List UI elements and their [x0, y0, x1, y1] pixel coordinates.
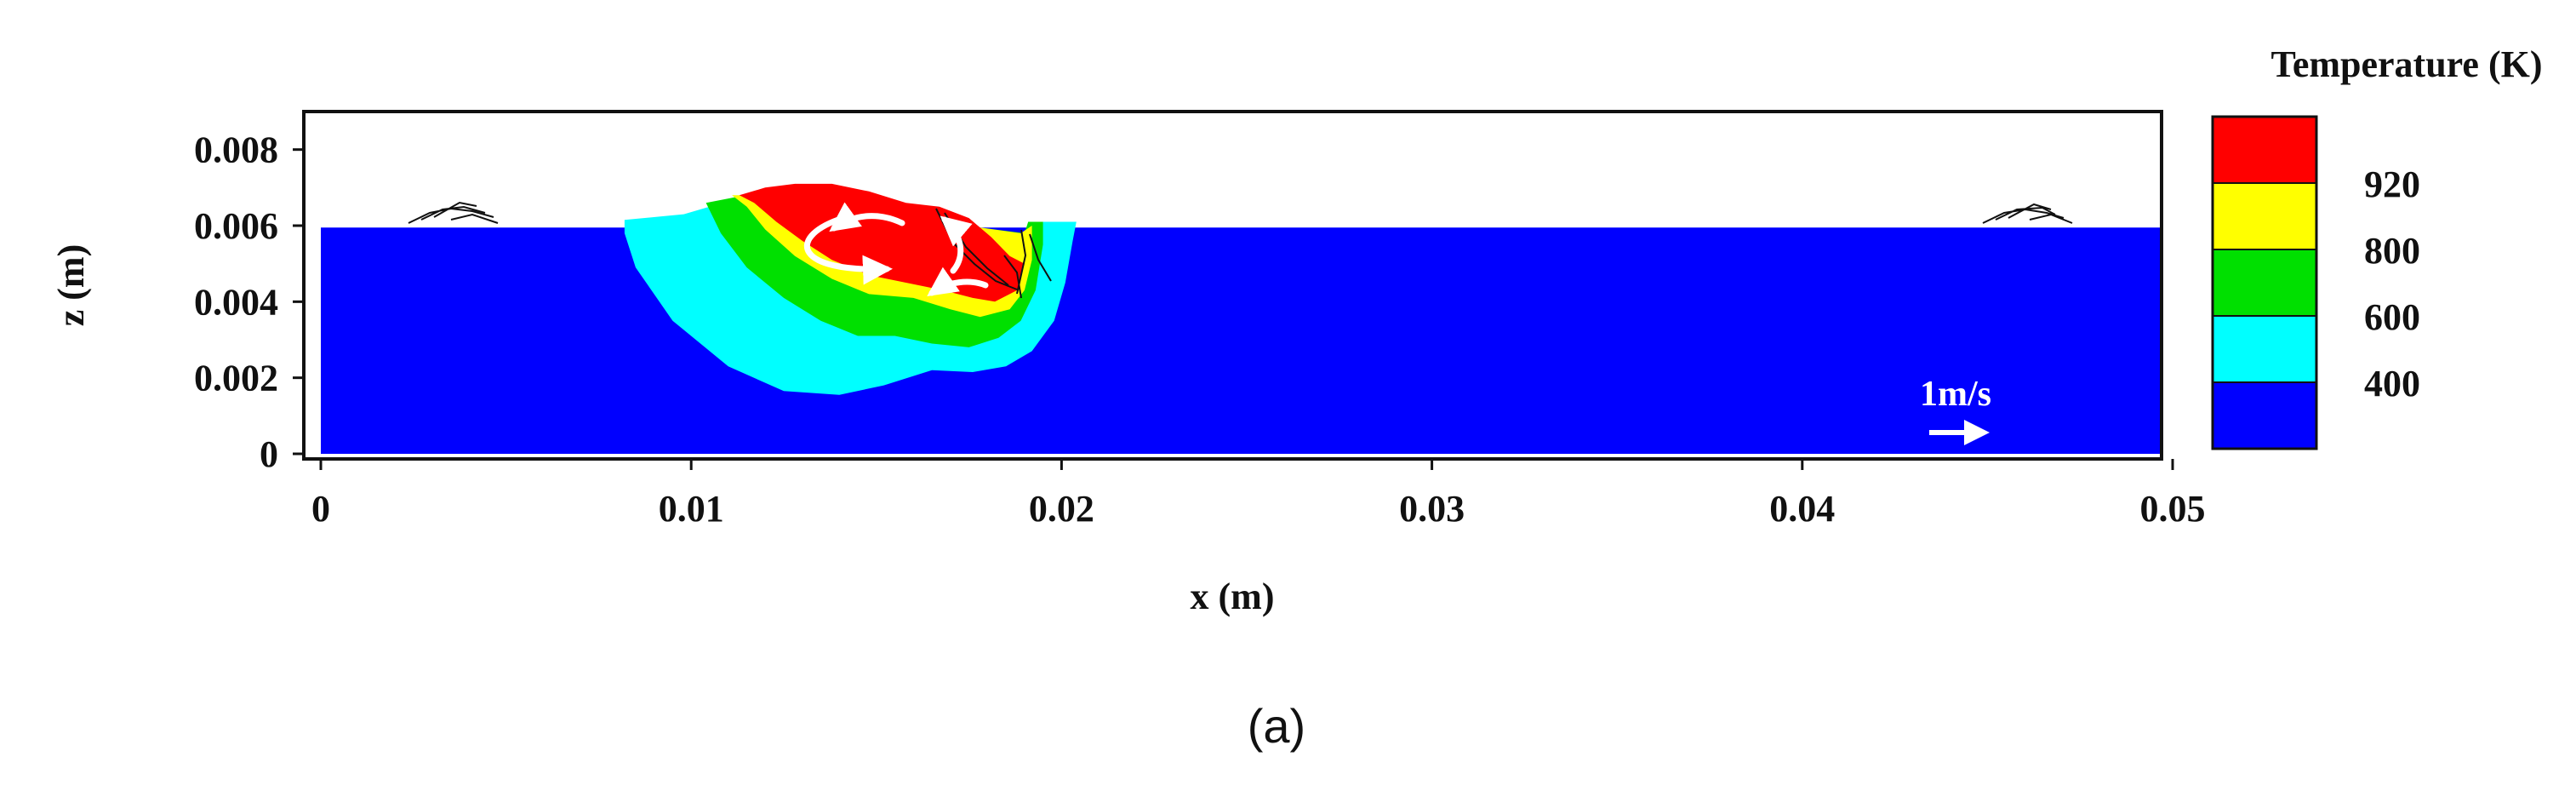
- y-axis-label: z (m): [50, 244, 92, 327]
- temperature-region-0: [321, 227, 2162, 454]
- flow-arrow-top: [829, 202, 905, 232]
- y-tick-label: 0.008: [194, 129, 278, 171]
- y-tick-label: 0.002: [194, 358, 278, 399]
- x-tick-label: 0.04: [1769, 488, 1835, 530]
- colorbar-tick-label: 800: [2364, 230, 2420, 272]
- y-tick-label: 0.004: [194, 281, 278, 323]
- x-tick-label: 0: [311, 488, 330, 530]
- colorbar-tick-label: 600: [2364, 296, 2420, 338]
- colorbar: [2211, 115, 2318, 450]
- velocity-scale-label: 1m/s: [1920, 375, 1991, 414]
- x-tick-label: 0.05: [2140, 488, 2206, 530]
- colorbar-swatch: [2212, 315, 2317, 383]
- x-tick-label: 0.03: [1399, 488, 1465, 530]
- recirculation-arrows: [803, 202, 989, 297]
- flow-arrow-lower: [927, 267, 989, 297]
- y-tick-label: 0.006: [194, 205, 278, 247]
- colorbar-tick-labels: 400 600 800 920: [2364, 163, 2420, 404]
- vector-cluster-right: [1982, 203, 2073, 224]
- colorbar-tick-label: 920: [2364, 163, 2420, 205]
- vector-cluster-left: [408, 201, 499, 224]
- colorbar-swatch: [2212, 381, 2317, 450]
- x-axis-label: x (m): [1191, 576, 1275, 617]
- figure-caption: (a): [1248, 699, 1305, 753]
- colorbar-swatch: [2212, 182, 2317, 250]
- velocity-vectors: [408, 201, 2073, 299]
- colorbar-title: Temperature (K): [2271, 43, 2543, 85]
- flow-arrow-large-loop: [803, 216, 893, 285]
- colorbar-swatch: [2212, 249, 2317, 317]
- y-axis-ticks: 0 0.002 0.004 0.006 0.008: [194, 129, 304, 475]
- colorbar-frame: [2211, 115, 2318, 450]
- flow-arrow-right-up: [940, 215, 973, 274]
- x-tick-label: 0.01: [659, 488, 724, 530]
- temperature-contour-regions: [321, 183, 2162, 454]
- colorbar-tick-label: 400: [2364, 363, 2420, 404]
- colorbar-swatch: [2212, 116, 2317, 184]
- x-axis-ticks: 0 0.01 0.02 0.03 0.04 0.05: [311, 459, 2206, 530]
- vector-cluster-melt-front: [935, 208, 1052, 299]
- velocity-scale-reference: 1m/s: [1920, 375, 1991, 445]
- x-tick-label: 0.02: [1029, 488, 1094, 530]
- y-tick-label: 0: [260, 433, 278, 475]
- plot-frame: [302, 110, 2163, 461]
